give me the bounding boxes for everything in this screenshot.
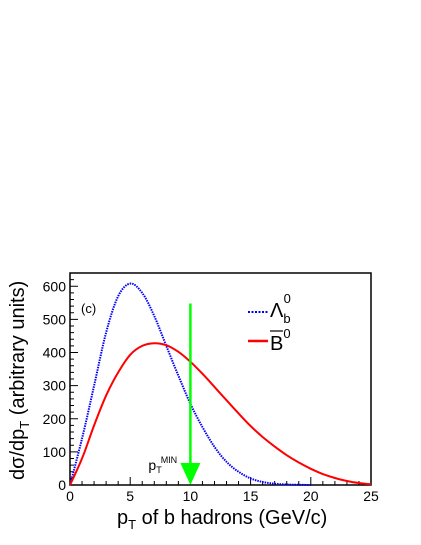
x-axis-title: pT of b hadrons (GeV/c)	[117, 507, 327, 532]
legend: Λb0 B0	[248, 291, 291, 355]
y-tick-label: 0	[58, 477, 66, 493]
legend-label-bbar0: B0	[270, 326, 291, 355]
y-axis-ticks: 0 100 200 300 400 500 600	[43, 278, 78, 493]
y-tick-label: 100	[43, 444, 67, 460]
y-tick-label: 400	[43, 345, 67, 361]
x-tick-label: 15	[243, 488, 259, 504]
y-tick-label: 300	[43, 378, 67, 394]
y-tick-label: 200	[43, 411, 67, 427]
x-tick-label: 5	[126, 488, 134, 504]
x-axis-ticks: 0 5 10 15 20 25	[66, 477, 379, 504]
legend-label-lambda-b: Λb0	[270, 291, 291, 326]
pt-min-label: pTMIN	[148, 455, 177, 475]
y-axis-title: dσ/dpT (arbitrary units)	[7, 281, 32, 480]
x-tick-label: 0	[66, 488, 74, 504]
panel-label: (c)	[81, 301, 96, 316]
pt-min-arrow-head	[180, 463, 201, 485]
x-tick-label: 20	[303, 488, 319, 504]
series-layer	[69, 282, 372, 486]
x-tick-label: 10	[183, 488, 199, 504]
y-tick-label: 500	[43, 311, 67, 327]
x-tick-label: 25	[363, 488, 379, 504]
annotation-layer: pTMIN	[148, 303, 201, 485]
series-line-bbar0	[69, 342, 372, 486]
y-tick-label: 600	[43, 278, 67, 294]
